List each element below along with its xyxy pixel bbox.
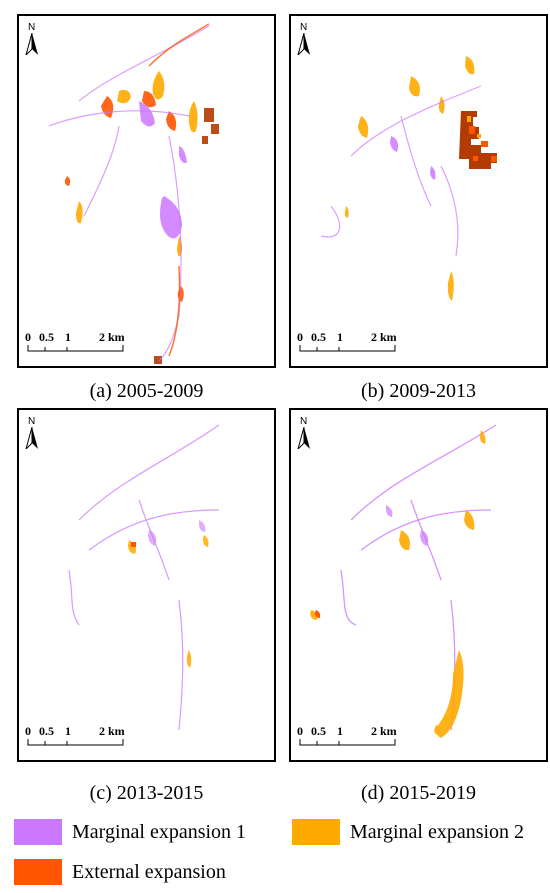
north-label: N [28, 416, 36, 427]
legend-label-marginal-2: Marginal expansion 2 [350, 820, 525, 843]
scale-tick-0: 0 [297, 724, 303, 738]
scale-tick-0: 0 [25, 330, 31, 344]
scale-tick-2km: 2 km [371, 330, 397, 344]
map-d-expansion-areas [310, 424, 497, 738]
legend-marginal-expansion-1: Marginal expansion 1 [14, 817, 246, 847]
scale-tick-0: 0 [25, 724, 31, 738]
north-arrow: N [297, 416, 311, 450]
north-label: N [300, 22, 308, 33]
map-b-expansion-areas [320, 56, 497, 301]
caption-b: (b) 2009-2013 [361, 380, 476, 402]
caption-d: (d) 2015-2019 [361, 782, 476, 804]
legend-swatch-marginal-2 [292, 819, 340, 845]
north-label: N [300, 416, 308, 427]
legend-label-marginal-1: Marginal expansion 1 [72, 820, 247, 843]
caption-a: (a) 2005-2009 [89, 380, 204, 402]
map-panel-b: N 0 0.5 1 2 km [289, 14, 548, 368]
scale-tick-1: 1 [337, 330, 343, 344]
legend-swatch-external [14, 859, 62, 885]
caption-c: (c) 2013-2015 [89, 782, 204, 804]
map-panel-a: N 0 0.5 1 2 km [17, 14, 276, 368]
scale-bar: 0 0.5 1 2 km [297, 330, 407, 358]
scale-bar: 0 0.5 1 2 km [25, 724, 135, 752]
scale-tick-1: 1 [337, 724, 343, 738]
scale-tick-05: 0.5 [311, 330, 326, 344]
map-panel-c: N 0 0.5 1 2 km [17, 408, 276, 762]
scale-bar: 0 0.5 1 2 km [25, 330, 135, 358]
north-arrow: N [25, 416, 39, 450]
scale-bar: 0 0.5 1 2 km [297, 724, 407, 752]
legend-marginal-expansion-2: Marginal expansion 2 [292, 817, 524, 847]
scale-tick-1: 1 [65, 330, 71, 344]
north-arrow: N [297, 22, 311, 56]
scale-tick-05: 0.5 [311, 724, 326, 738]
legend-label-external: External expansion [72, 860, 226, 883]
north-arrow: N [25, 22, 39, 56]
scale-tick-05: 0.5 [39, 330, 54, 344]
scale-tick-05: 0.5 [39, 724, 54, 738]
legend-external-expansion: External expansion [14, 857, 226, 887]
map-c-expansion-areas [68, 424, 220, 731]
scale-tick-0: 0 [297, 330, 303, 344]
scale-tick-2km: 2 km [371, 724, 397, 738]
map-a-expansion-areas [48, 23, 219, 364]
scale-tick-2km: 2 km [99, 724, 125, 738]
legend-swatch-marginal-1 [14, 819, 62, 845]
scale-tick-1: 1 [65, 724, 71, 738]
north-label: N [28, 22, 36, 33]
scale-tick-2km: 2 km [99, 330, 125, 344]
map-panel-d: N 0 0.5 1 2 km [289, 408, 548, 762]
